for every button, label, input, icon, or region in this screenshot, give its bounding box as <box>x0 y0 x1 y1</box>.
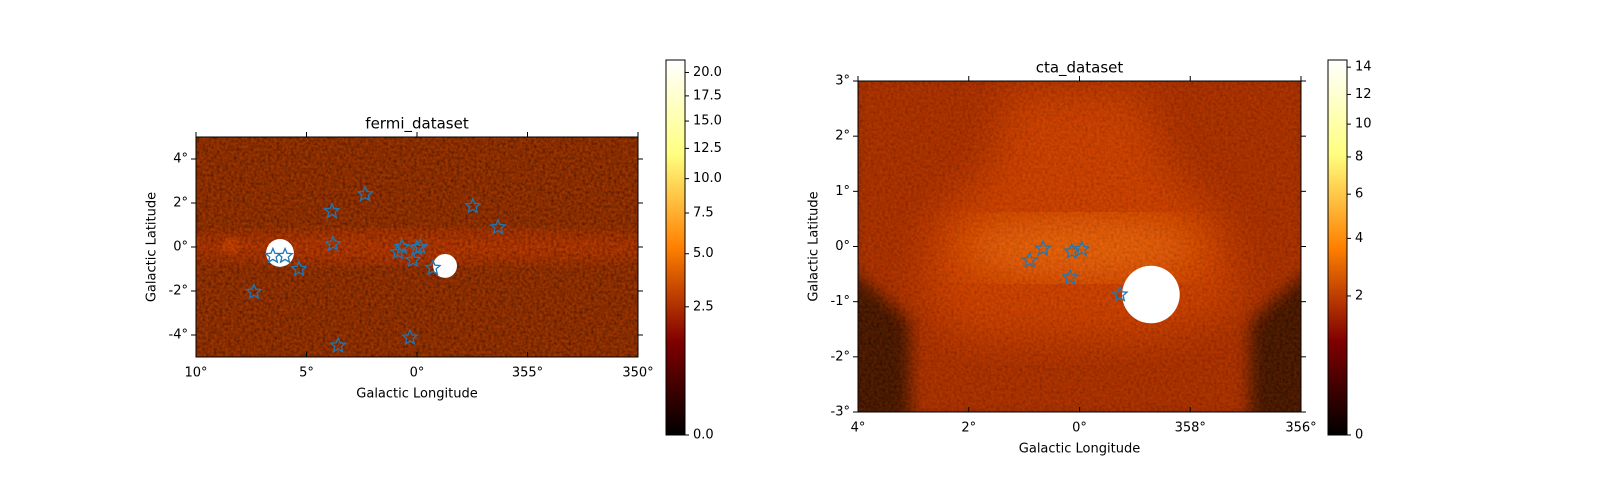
y-tick-label: 1° <box>835 184 850 199</box>
colorbar-tick-label: 8 <box>1355 149 1363 164</box>
x-axis-label: Galactic Longitude <box>1019 442 1140 457</box>
source-marker <box>329 336 347 353</box>
x-axis-label: Galactic Longitude <box>356 387 477 402</box>
y-tick-label: -2° <box>169 284 188 299</box>
source-marker <box>356 185 374 202</box>
source-marker <box>393 237 411 255</box>
colorbar-tick-label: 10.0 <box>693 171 722 186</box>
source-marker <box>323 201 341 219</box>
source-marker <box>276 246 294 264</box>
colorbar-tick-label: 14 <box>1355 60 1372 75</box>
exclusion-mask <box>1122 265 1180 324</box>
y-tick-label: 0° <box>835 239 850 254</box>
y-axis-label: Galactic Latitude <box>807 191 822 301</box>
source-marker <box>389 242 407 260</box>
source-marker <box>1034 239 1052 257</box>
fermi-image <box>196 137 638 357</box>
source-marker <box>290 259 308 277</box>
colorbar-tick-label: 10 <box>1355 117 1372 132</box>
colorbar-tick-label: 17.5 <box>693 88 722 103</box>
x-tick-label: 4° <box>851 421 866 436</box>
colorbar-tick-label: 20.0 <box>693 65 722 80</box>
colorbar <box>665 59 686 436</box>
source-marker <box>1072 240 1091 257</box>
colorbar-tick-label: 0 <box>1355 428 1363 443</box>
y-tick-label: 2° <box>173 196 188 211</box>
x-tick-label: 10° <box>184 366 207 381</box>
y-tick-label: 3° <box>835 74 850 89</box>
chart-title: cta_dataset <box>1036 59 1124 78</box>
source-marker <box>1020 251 1039 268</box>
x-tick-label: 5° <box>299 366 314 381</box>
colorbar-tick-label: 7.5 <box>693 205 714 220</box>
x-tick-label: 355° <box>512 366 543 381</box>
colorbar-tick-label: 15.0 <box>693 114 722 129</box>
y-tick-label: -3° <box>831 405 850 420</box>
source-marker <box>404 250 422 268</box>
y-tick-label: 0° <box>173 240 188 255</box>
colorbar <box>1327 59 1348 436</box>
colorbar-tick-label: 12 <box>1355 87 1372 102</box>
colorbar-tick-label: 2 <box>1355 288 1363 303</box>
colorbar-tick-label: 4 <box>1355 231 1363 246</box>
x-tick-label: 0° <box>1072 421 1087 436</box>
source-marker <box>324 234 342 252</box>
source-marker <box>245 282 263 300</box>
y-tick-label: 2° <box>835 129 850 144</box>
exclusion-mask <box>433 253 458 278</box>
x-tick-label: 0° <box>410 366 425 381</box>
chart-title: fermi_dataset <box>365 115 469 134</box>
x-tick-label: 2° <box>961 421 976 436</box>
colorbar-tick-label: 5.0 <box>693 246 714 261</box>
y-tick-label: -4° <box>169 328 188 343</box>
x-tick-label: 358° <box>1175 421 1206 436</box>
colorbar-tick-label: 12.5 <box>693 141 722 156</box>
source-marker <box>401 328 419 346</box>
source-marker <box>411 237 429 255</box>
source-marker <box>464 196 482 214</box>
y-tick-label: -1° <box>831 294 850 309</box>
x-tick-label: 350° <box>622 366 653 381</box>
colorbar-tick-label: 0.0 <box>693 428 714 443</box>
source-marker <box>1111 285 1129 302</box>
source-marker <box>408 238 426 256</box>
source-marker <box>1061 268 1079 285</box>
y-tick-label: 4° <box>173 152 188 167</box>
x-tick-label: 356° <box>1285 421 1316 436</box>
source-marker <box>489 218 507 235</box>
colorbar-tick-label: 6 <box>1355 187 1363 202</box>
colorbar-tick-label: 2.5 <box>693 299 714 314</box>
y-axis-label: Galactic Latitude <box>145 192 160 302</box>
source-marker <box>424 258 442 276</box>
y-tick-label: -2° <box>831 349 850 364</box>
